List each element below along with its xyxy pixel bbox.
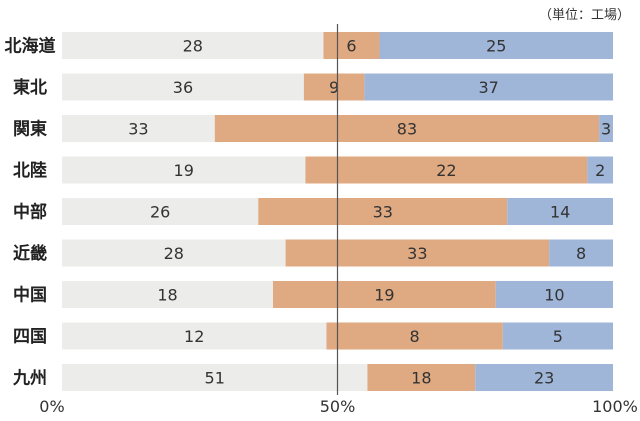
bar-segment-series-1 [62, 239, 286, 267]
data-label: 33 [373, 203, 393, 222]
data-label: 37 [479, 78, 499, 97]
bar-segment-series-3 [549, 239, 613, 267]
bar-segment-series-1 [62, 32, 324, 59]
unit-label: （単位：工場） [538, 8, 630, 23]
bar-segment-series-2 [303, 73, 365, 101]
data-label: 19 [374, 286, 394, 305]
bar-segment-series-3 [475, 364, 613, 391]
data-label: 18 [411, 369, 431, 388]
bar-segment-series-2 [258, 198, 508, 225]
data-label: 33 [407, 244, 427, 263]
data-label: 36 [173, 78, 193, 97]
bar-segment-series-1 [62, 281, 274, 308]
bar-segment-series-1 [62, 156, 306, 184]
x-tick-label: 100% [592, 397, 638, 416]
category-label: 東北 [13, 77, 47, 98]
data-label: 51 [205, 369, 225, 388]
category-label: 九州 [12, 369, 47, 389]
data-label: 28 [183, 37, 203, 56]
bar-segment-series-1 [62, 115, 215, 142]
bar-segment-series-2 [305, 156, 588, 184]
category-label: 近畿 [13, 243, 47, 264]
data-label: 83 [397, 120, 417, 139]
bar-segment-series-2 [326, 322, 503, 350]
bar-segment-series-3 [502, 322, 613, 350]
category-label: 関東 [13, 119, 47, 140]
data-label: 22 [436, 161, 456, 180]
category-label: 北海道 [5, 36, 56, 57]
bar-segment-series-3 [599, 115, 613, 142]
data-label: 8 [576, 244, 586, 263]
bar-segment-series-2 [214, 115, 600, 142]
data-label: 2 [595, 161, 605, 180]
data-label: 3 [601, 120, 611, 139]
data-label: 28 [164, 244, 184, 263]
bar-segment-series-2 [367, 364, 476, 391]
data-label: 26 [150, 203, 170, 222]
data-label: 10 [544, 286, 564, 305]
category-label: 中部 [13, 202, 47, 223]
data-label: 14 [550, 203, 570, 222]
bar-segment-series-3 [379, 32, 613, 59]
data-label: 19 [174, 161, 194, 180]
bar-segment-series-1 [62, 73, 304, 101]
bar-segment-series-1 [62, 198, 259, 225]
data-label: 33 [128, 120, 148, 139]
bar-segment-series-1 [62, 364, 368, 391]
category-label: 北陸 [13, 160, 47, 181]
category-label: 四国 [13, 327, 47, 347]
bar-segment-series-3 [587, 156, 613, 184]
data-label: 6 [346, 37, 356, 56]
bar-segment-series-3 [364, 73, 613, 101]
bar-segment-series-3 [507, 198, 613, 225]
category-label: 中国 [13, 285, 47, 306]
bar-segment-series-3 [495, 281, 613, 308]
x-tick-label: 0% [39, 397, 64, 416]
bar-segment-series-2 [323, 32, 380, 59]
bar-segment-series-1 [62, 322, 327, 350]
data-label: 23 [534, 369, 554, 388]
bar-segment-series-2 [285, 239, 550, 267]
data-label: 12 [184, 327, 204, 346]
data-label: 8 [410, 327, 420, 346]
x-axis-ticks: 0% 50% 100% [39, 397, 638, 416]
data-label: 18 [157, 286, 177, 305]
bar-segment-series-2 [273, 281, 496, 308]
data-label: 25 [486, 37, 506, 56]
x-tick-label: 50% [320, 397, 356, 416]
data-label: 9 [329, 78, 339, 97]
data-label: 5 [553, 327, 563, 346]
